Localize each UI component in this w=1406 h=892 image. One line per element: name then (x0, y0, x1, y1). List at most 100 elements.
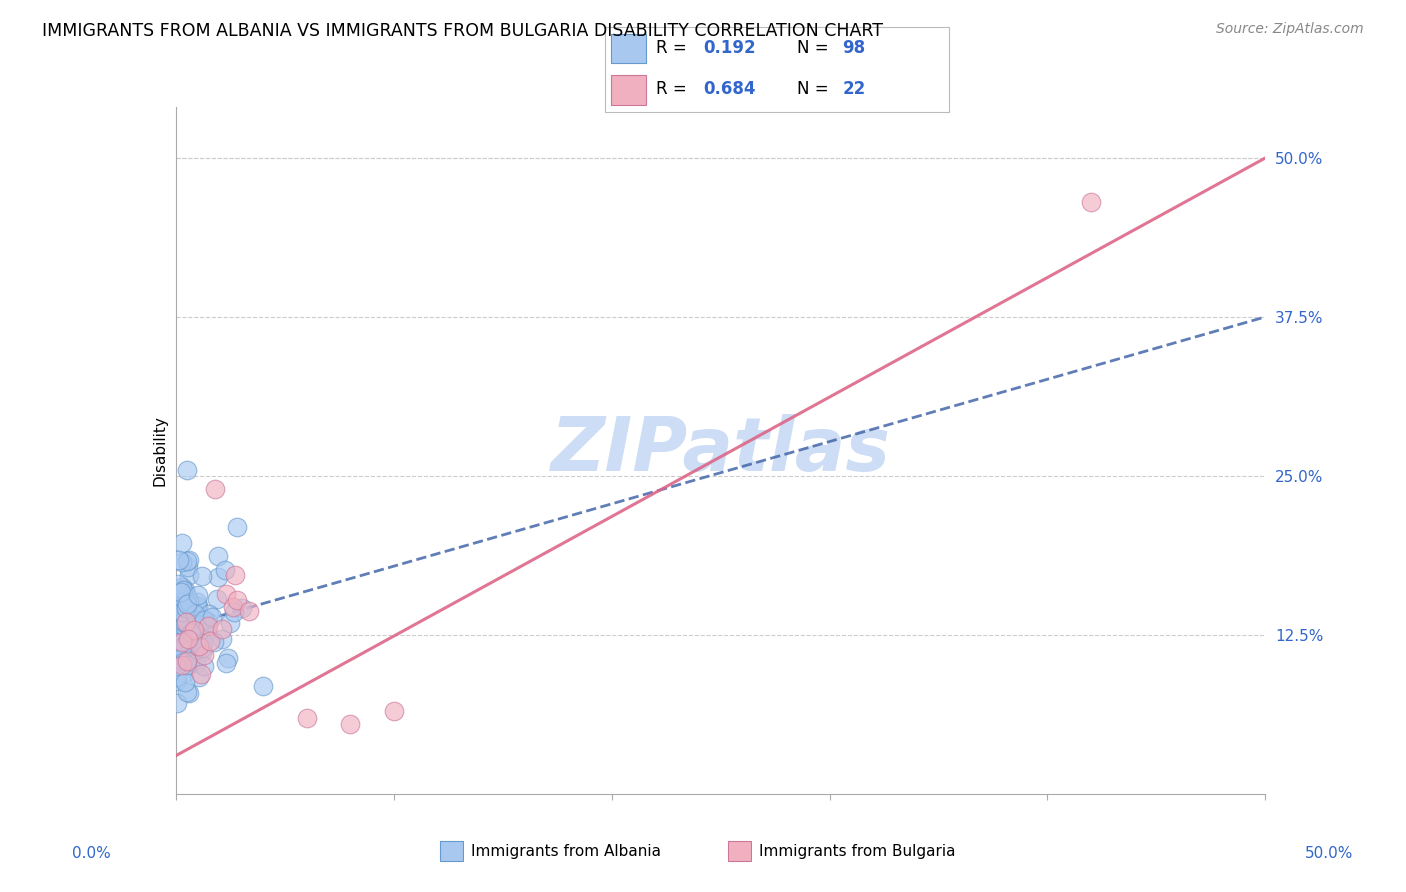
Point (174, 636, 197, 650)
Point (215, 656, 238, 670)
Point (166, 625, 188, 640)
Point (177, 560, 200, 574)
Text: 50.0%: 50.0% (1305, 847, 1353, 861)
Point (176, 597, 198, 611)
Point (231, 601, 253, 615)
Point (252, 679, 274, 693)
Point (169, 582, 191, 597)
Point (172, 655, 194, 669)
Point (172, 615, 194, 629)
Point (169, 634, 191, 648)
Point (197, 619, 219, 633)
Point (172, 580, 194, 594)
Point (180, 601, 202, 615)
Point (1080, 195, 1102, 210)
Point (215, 587, 238, 601)
Point (174, 611, 197, 625)
Point (170, 536, 193, 550)
Point (166, 696, 188, 710)
Point (174, 615, 197, 630)
Point (205, 592, 228, 607)
Bar (612, 75, 645, 104)
Point (167, 616, 190, 631)
Point (186, 595, 208, 609)
Point (177, 686, 200, 700)
Point (188, 625, 211, 640)
Point (204, 482, 226, 496)
Point (224, 605, 246, 619)
Text: N =: N = (797, 39, 834, 57)
Point (169, 652, 191, 666)
Point (184, 607, 207, 621)
Point (176, 597, 198, 611)
Point (193, 648, 215, 662)
Point (214, 563, 236, 577)
Point (177, 644, 200, 658)
Point (198, 634, 221, 648)
Point (176, 611, 198, 625)
Point (177, 592, 200, 607)
Text: Immigrants from Bulgaria: Immigrants from Bulgaria (759, 845, 956, 859)
Text: N =: N = (797, 80, 834, 98)
Point (172, 640, 194, 654)
Text: 22: 22 (842, 80, 866, 98)
Point (167, 596, 190, 610)
Point (174, 582, 197, 597)
Point (191, 645, 214, 659)
Point (193, 659, 215, 673)
FancyBboxPatch shape (605, 27, 949, 112)
Point (211, 622, 233, 636)
Point (184, 624, 207, 639)
Point (173, 619, 195, 633)
Point (172, 657, 194, 672)
Point (170, 605, 193, 619)
Point (167, 552, 190, 566)
Text: 98: 98 (842, 39, 865, 57)
Point (191, 640, 214, 655)
Point (183, 623, 205, 637)
Point (174, 594, 197, 608)
Point (173, 665, 195, 680)
Point (169, 603, 191, 617)
Point (193, 613, 215, 627)
Point (184, 656, 207, 670)
Text: IMMIGRANTS FROM ALBANIA VS IMMIGRANTS FROM BULGARIA DISABILITY CORRELATION CHART: IMMIGRANTS FROM ALBANIA VS IMMIGRANTS FR… (42, 22, 883, 40)
Point (197, 607, 219, 621)
Point (226, 592, 249, 607)
Text: R =: R = (657, 80, 692, 98)
Point (190, 667, 212, 681)
Point (166, 607, 188, 622)
Point (176, 554, 198, 568)
Point (217, 651, 239, 665)
Point (179, 568, 201, 582)
Point (173, 645, 195, 659)
Point (165, 673, 187, 688)
Point (176, 462, 198, 476)
Point (295, 710, 318, 724)
Point (174, 675, 197, 690)
Point (170, 585, 193, 599)
Point (176, 600, 198, 615)
Point (190, 569, 212, 583)
Point (183, 617, 205, 632)
Text: R =: R = (657, 39, 692, 57)
Point (197, 615, 219, 629)
Point (197, 624, 219, 638)
Point (202, 635, 225, 649)
Point (177, 553, 200, 567)
Point (174, 639, 197, 653)
Point (219, 616, 242, 631)
Point (172, 634, 194, 648)
Point (166, 658, 188, 673)
Point (170, 652, 193, 666)
Point (166, 598, 188, 612)
Point (176, 607, 198, 621)
Point (224, 568, 246, 582)
Point (222, 600, 245, 615)
Point (176, 654, 198, 668)
Point (176, 590, 198, 604)
Point (193, 636, 215, 650)
Point (174, 600, 197, 615)
Point (238, 604, 260, 618)
Point (201, 610, 224, 624)
